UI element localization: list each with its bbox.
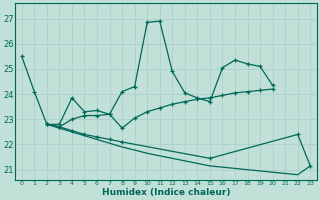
X-axis label: Humidex (Indice chaleur): Humidex (Indice chaleur) [102,188,230,197]
